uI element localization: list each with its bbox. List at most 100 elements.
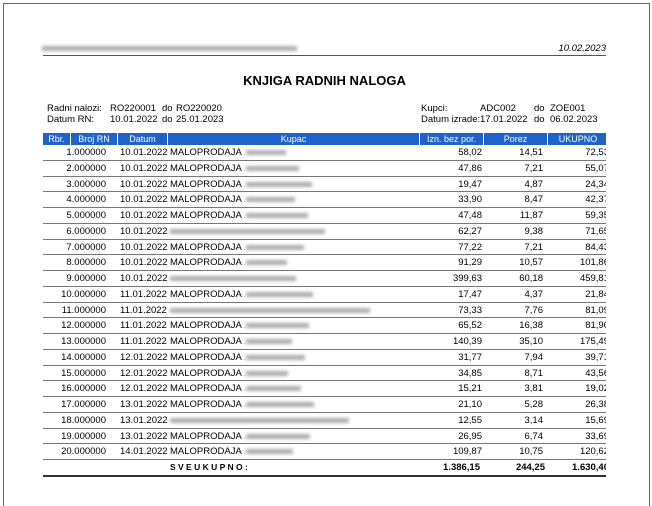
value: ZOE001: [550, 103, 586, 114]
total-amount: 42,37: [585, 194, 606, 206]
row-line: [43, 175, 606, 177]
blurred-customer: [246, 449, 293, 455]
blurred-customer: [246, 386, 301, 392]
blurred-customer: [246, 433, 310, 439]
order-number: 3.000000: [66, 178, 106, 190]
order-number: 8.000000: [66, 257, 106, 269]
customer: MALOPRODAJA ,: [170, 383, 245, 395]
total-amount: 26,38: [585, 399, 606, 410]
order-number: 17.000000: [61, 399, 106, 410]
total-amount: 72,53: [585, 147, 606, 158]
order-number: 19.000000: [61, 430, 106, 442]
blurred-customer: [246, 370, 288, 376]
order-number: 7.000000: [66, 241, 106, 253]
order-number: 9.000000: [66, 273, 106, 284]
column-header: Datum: [118, 133, 168, 145]
date: 10.01.2022: [120, 257, 168, 269]
date: 12.01.2022: [120, 351, 168, 363]
date: 11.01.2022: [120, 320, 167, 332]
order-number: 1.000000: [66, 147, 106, 158]
row-line: [43, 254, 606, 256]
header-rule: [43, 55, 606, 56]
net-amount: 34,85: [458, 367, 482, 379]
date: 10.01.2022: [120, 194, 168, 206]
row-line: [43, 301, 606, 303]
row-line: [43, 411, 606, 413]
row-line: [43, 443, 606, 445]
report-title: KNJIGA RADNIH NALOGA: [243, 73, 406, 88]
grand-total: 1.630,40: [572, 462, 606, 473]
blurred-customer: [170, 228, 325, 234]
row-line: [43, 270, 606, 271]
order-number: 20.000000: [61, 446, 106, 458]
row-line: [43, 191, 606, 193]
net-amount: 47,48: [458, 210, 482, 221]
tax: 5,28: [524, 399, 544, 410]
customer: MALOPRODAJA ,: [170, 399, 245, 410]
value: 10.01.2022: [110, 114, 158, 125]
tax: 14,51: [519, 147, 543, 158]
order-number: 11.000000: [61, 304, 106, 316]
customer: MALOPRODAJA ,: [170, 430, 245, 442]
blurred-customer: [246, 260, 287, 266]
net-amount: 65,52: [458, 320, 482, 332]
tax: 9,38: [524, 225, 544, 237]
date: 11.01.2022: [120, 336, 167, 347]
tax: 3,81: [524, 383, 544, 395]
blurred-customer: [246, 213, 308, 218]
customer: MALOPRODAJA ,: [170, 194, 245, 206]
net-amount: 109,87: [452, 446, 482, 458]
total-amount: 81,09: [585, 304, 606, 316]
value: 25.01.2023: [176, 114, 224, 125]
tax: 8,47: [524, 194, 544, 206]
date: 11.01.2022: [120, 288, 167, 300]
total-amount: 459,81: [579, 273, 606, 284]
tax: 8,71: [524, 367, 544, 379]
date: 12.01.2022: [120, 383, 168, 395]
tax: 4,37: [524, 288, 544, 300]
net-amount: 58,02: [458, 147, 482, 158]
value: 06.02.2023: [550, 114, 598, 125]
total-amount: 39,71: [585, 351, 606, 363]
total-amount: 71,65: [585, 225, 606, 237]
order-number: 14.000000: [61, 351, 106, 363]
tax: 10,75: [519, 446, 543, 458]
total-amount: 175,49: [579, 336, 606, 347]
total-amount: 24,34: [585, 178, 606, 190]
blurred-customer: [246, 354, 305, 360]
column-header: UKUPNO: [548, 133, 606, 145]
total-amount: 59,35: [585, 210, 606, 221]
net-amount: 399,63: [452, 273, 482, 284]
label: Datum izrade:: [421, 114, 481, 125]
total-net: 1.386,15: [443, 462, 480, 473]
date: 13.01.2022: [120, 399, 168, 410]
total-amount: 120,62: [579, 446, 606, 458]
total-label: S V E U K U P N O :: [170, 462, 248, 472]
value: RO220020: [176, 103, 222, 114]
tax: 7,21: [524, 162, 544, 174]
net-amount: 31,77: [458, 351, 482, 363]
net-amount: 77,22: [458, 241, 482, 253]
customer: MALOPRODAJA ,: [170, 351, 245, 363]
date: 14.01.2022: [120, 446, 168, 458]
order-number: 12.000000: [61, 320, 106, 332]
row-line: [43, 333, 606, 334]
customer: MALOPRODAJA ,: [170, 288, 245, 300]
row-line: [43, 380, 606, 382]
order-number: 6.000000: [66, 225, 106, 237]
value: ADC002: [480, 103, 516, 114]
customer: MALOPRODAJA ,: [170, 178, 245, 190]
page-frame: [3, 3, 650, 506]
date: 13.01.2022: [120, 414, 168, 426]
value: do: [534, 103, 545, 114]
total-tax: 244,25: [515, 462, 545, 473]
order-number: 5.000000: [66, 210, 106, 221]
blurred-customer: [170, 417, 349, 423]
column-header: Rbr.: [43, 133, 71, 145]
total-amount: 19,02: [585, 383, 606, 395]
date: 11.01.2022: [120, 304, 167, 316]
print-date: 10.02.2023: [558, 43, 606, 54]
net-amount: 15,21: [458, 383, 482, 395]
total-amount: 81,90: [585, 320, 606, 332]
